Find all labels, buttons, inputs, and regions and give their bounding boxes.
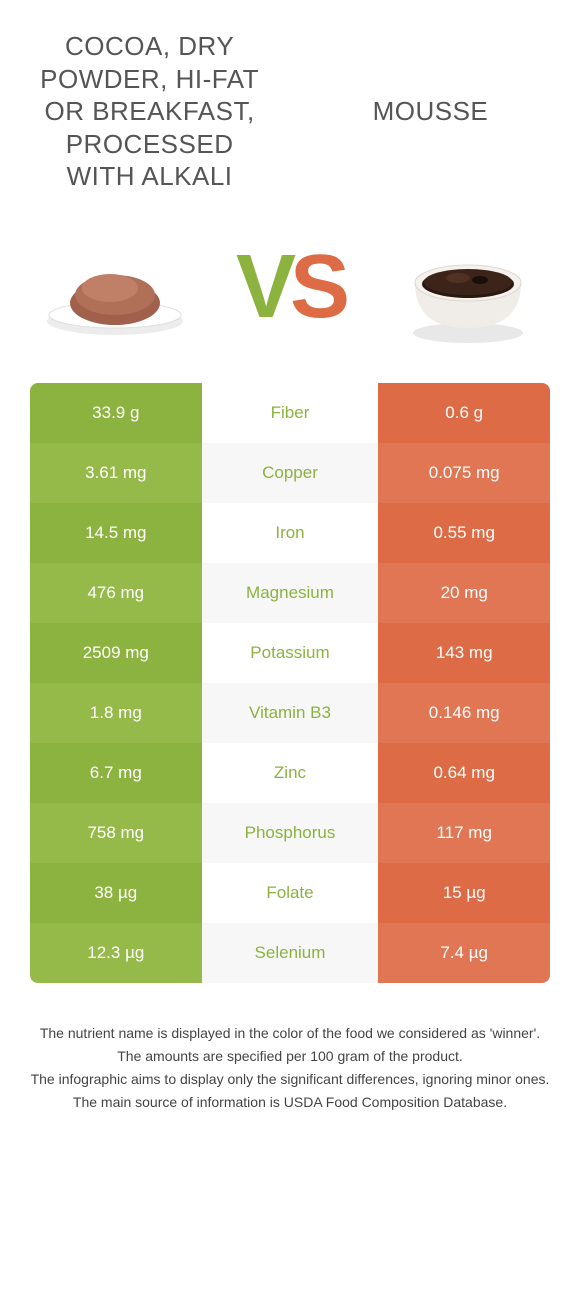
hero-row: VS (0, 213, 580, 383)
nutrient-name: Folate (202, 863, 379, 923)
table-row: 2509 mgPotassium143 mg (30, 623, 550, 683)
title-right: Mousse (311, 30, 550, 193)
nutrient-name: Zinc (202, 743, 379, 803)
nutrient-name: Iron (202, 503, 379, 563)
value-right: 117 mg (378, 803, 550, 863)
footer-line: The main source of information is USDA F… (30, 1092, 550, 1113)
nutrient-name: Fiber (202, 383, 379, 443)
table-row: 33.9 gFiber0.6 g (30, 383, 550, 443)
value-right: 0.6 g (378, 383, 550, 443)
table-row: 6.7 mgZinc0.64 mg (30, 743, 550, 803)
footer-notes: The nutrient name is displayed in the co… (0, 983, 580, 1135)
value-right: 0.55 mg (378, 503, 550, 563)
value-right: 143 mg (378, 623, 550, 683)
title-left: Cocoa, dry powder, hi-fat or breakfast, … (30, 30, 269, 193)
footer-line: The amounts are specified per 100 gram o… (30, 1046, 550, 1067)
value-right: 0.64 mg (378, 743, 550, 803)
header-titles: Cocoa, dry powder, hi-fat or breakfast, … (0, 0, 580, 213)
value-left: 476 mg (30, 563, 202, 623)
vs-s: S (290, 237, 344, 337)
table-row: 758 mgPhosphorus117 mg (30, 803, 550, 863)
vs-label: VS (236, 236, 344, 339)
value-left: 14.5 mg (30, 503, 202, 563)
value-left: 2509 mg (30, 623, 202, 683)
footer-line: The nutrient name is displayed in the co… (30, 1023, 550, 1044)
value-left: 33.9 g (30, 383, 202, 443)
nutrient-name: Vitamin B3 (202, 683, 379, 743)
value-left: 38 µg (30, 863, 202, 923)
value-left: 3.61 mg (30, 443, 202, 503)
value-right: 0.146 mg (378, 683, 550, 743)
nutrient-table: 33.9 gFiber0.6 g3.61 mgCopper0.075 mg14.… (30, 383, 550, 983)
value-left: 1.8 mg (30, 683, 202, 743)
value-right: 0.075 mg (378, 443, 550, 503)
table-row: 38 µgFolate15 µg (30, 863, 550, 923)
table-row: 476 mgMagnesium20 mg (30, 563, 550, 623)
nutrient-name: Copper (202, 443, 379, 503)
table-row: 1.8 mgVitamin B30.146 mg (30, 683, 550, 743)
nutrient-name: Magnesium (202, 563, 379, 623)
value-right: 20 mg (378, 563, 550, 623)
table-row: 14.5 mgIron0.55 mg (30, 503, 550, 563)
value-left: 6.7 mg (30, 743, 202, 803)
nutrient-name: Potassium (202, 623, 379, 683)
nutrient-name: Selenium (202, 923, 379, 983)
value-left: 758 mg (30, 803, 202, 863)
mousse-image (390, 223, 540, 353)
cocoa-powder-image (40, 223, 190, 353)
table-row: 3.61 mgCopper0.075 mg (30, 443, 550, 503)
vs-v: V (236, 237, 290, 337)
value-right: 15 µg (378, 863, 550, 923)
footer-line: The infographic aims to display only the… (30, 1069, 550, 1090)
value-left: 12.3 µg (30, 923, 202, 983)
value-right: 7.4 µg (378, 923, 550, 983)
table-row: 12.3 µgSelenium7.4 µg (30, 923, 550, 983)
nutrient-name: Phosphorus (202, 803, 379, 863)
